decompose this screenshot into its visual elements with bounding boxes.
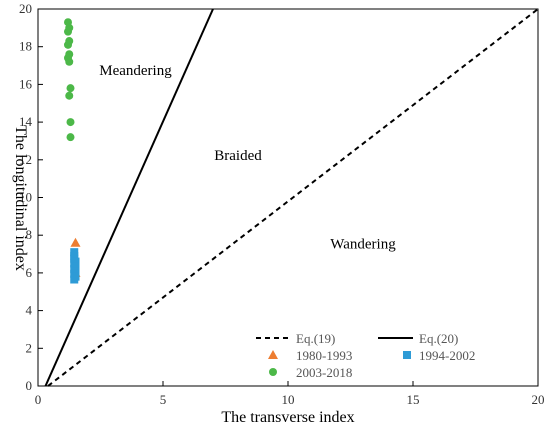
y-tick-label: 8 [26,227,33,242]
legend-swatch-square [403,351,411,359]
legend-swatch-triangle [268,350,278,359]
x-tick-label: 5 [160,392,167,407]
point-circle [66,84,75,93]
point-triangle [70,237,81,247]
point-circle [64,40,72,49]
y-tick-label: 16 [19,76,33,91]
region-label-wandering: Wandering [330,236,396,252]
legend-label-1994-2002: 1994-2002 [419,348,475,363]
boundary-line-eq19 [47,8,539,387]
region-label-meandering: Meandering [99,63,172,79]
legend-label-eq19: Eq.(19) [296,331,335,346]
y-tick-label: 20 [19,1,32,16]
x-tick-label: 20 [532,392,545,407]
x-tick-label: 0 [35,392,42,407]
y-tick-label: 2 [26,340,33,355]
x-axis-title: The transverse index [221,409,354,426]
legend: Eq.(19) Eq.(20) 1980-1993 1994-2002 2003… [256,331,475,380]
legend-item-1994-2002: 1994-2002 [403,348,475,363]
legend-item-1980-1993: 1980-1993 [268,348,352,363]
axis-ticks: 0 5 10 15 20 0 2 4 6 8 10 12 14 16 18 20 [19,1,545,407]
y-tick-label: 14 [19,114,33,129]
legend-item-eq19: Eq.(19) [256,331,335,346]
y-tick-label: 10 [19,190,32,205]
legend-label-eq20: Eq.(20) [419,331,458,346]
boundary-line-eq20 [44,8,214,387]
region-label-braided: Braided [214,148,262,164]
x-tick-label: 15 [407,392,420,407]
point-circle [66,118,75,127]
point-circle [65,57,74,66]
y-axis-title: The longitudinal index [12,125,29,271]
legend-swatch-circle [269,368,277,376]
y-tick-label: 18 [19,39,32,54]
point-circle [64,27,72,36]
legend-label-2003-2018: 2003-2018 [296,365,352,380]
points-layer [64,18,81,284]
y-tick-label: 4 [26,303,33,318]
point-square [70,275,79,284]
y-tick-label: 0 [26,378,33,393]
legend-item-2003-2018: 2003-2018 [269,365,352,380]
legend-item-eq20: Eq.(20) [378,331,458,346]
y-tick-label: 12 [19,152,32,167]
lines-layer [44,8,539,387]
x-tick-label: 10 [282,392,295,407]
point-circle [65,91,74,100]
y-tick-label: 6 [26,265,33,280]
point-circle [66,133,75,142]
legend-label-1980-1993: 1980-1993 [296,348,352,363]
